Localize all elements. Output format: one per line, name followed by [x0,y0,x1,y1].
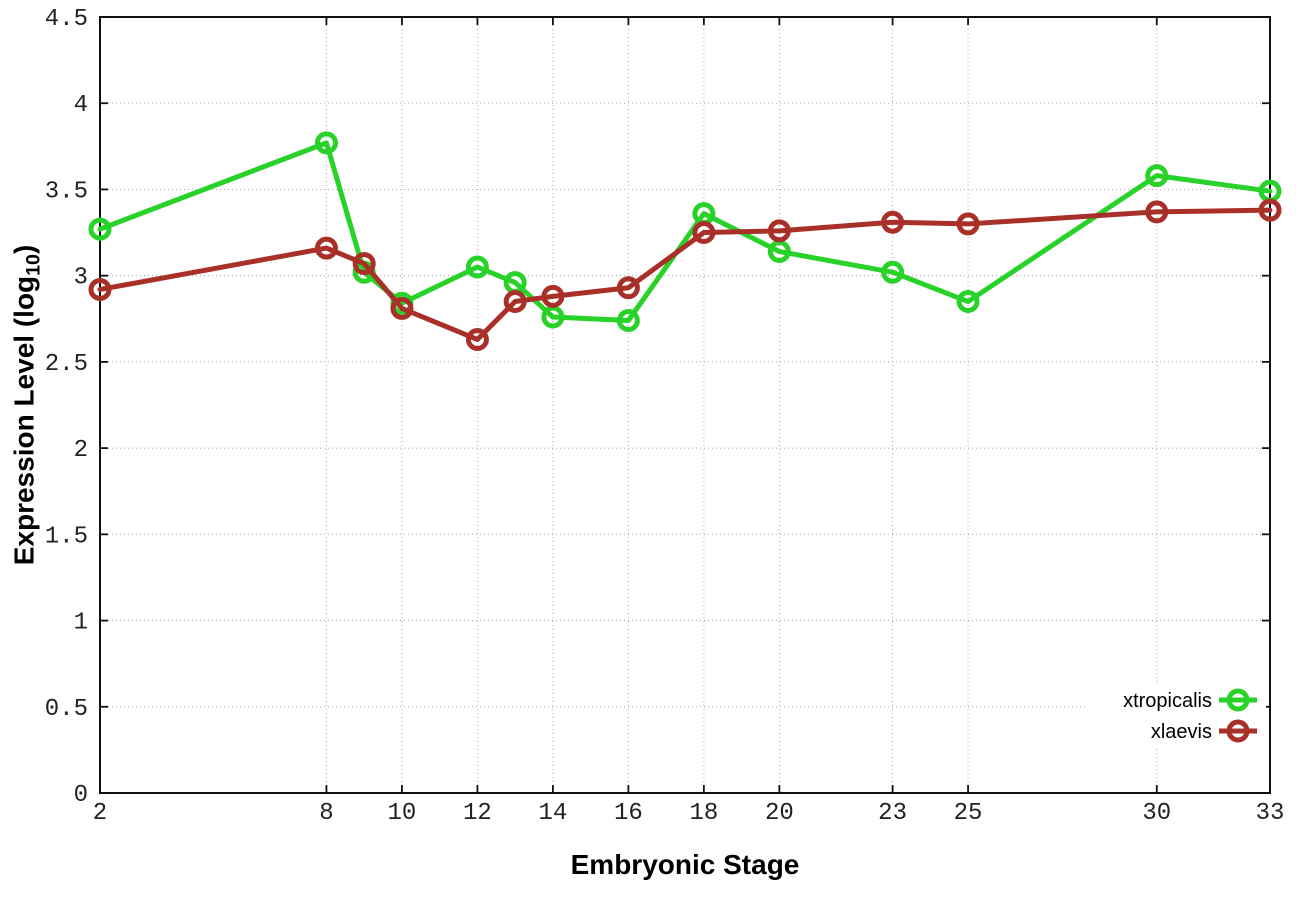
y-tick-label-1: 1 [74,610,88,637]
data-point-xtropicalis-stage-8 [314,131,338,155]
tick-labels: 2 8 10 12 14 16 18 20 23 25 30 33 0 0.5 1 1.5 2 2.5 3 3.5 4 4… [45,6,1285,827]
x-tick-label-2: 2 [93,800,107,827]
x-tick-label-23: 23 [878,800,907,827]
series-xlaevis [88,198,1282,351]
data-point-xtropicalis-stage-30 [1145,164,1169,188]
y-axis-title-main: Expression Level (log [8,275,40,566]
y-tick-label-4: 4 [74,92,88,119]
series-xtropicalis [88,131,1282,333]
data-point-xlaevis-stage-8 [314,236,338,260]
data-point-xlaevis-stage-16 [616,276,640,300]
legend-label-xtropicalis: xtropicalis [1123,690,1212,712]
gridlines [99,16,1271,794]
y-tick-label-1.5: 1.5 [45,523,88,550]
x-axis-title: Embryonic Stage [570,849,800,880]
x-tick-label-10: 10 [388,800,417,827]
y-tick-label-0.5: 0.5 [45,696,88,723]
legend-label-xlaevis: xlaevis [1151,721,1212,743]
data-point-xlaevis-stage-23 [881,210,905,234]
data-point-xlaevis-stage-9 [352,252,376,276]
x-tick-label-12: 12 [463,800,492,827]
x-tick-label-25: 25 [954,800,983,827]
data-point-xlaevis-stage-20 [767,219,791,243]
legend-sample-marker-xtropicalis [1226,688,1250,712]
data-point-xtropicalis-stage-14 [541,305,565,329]
x-tick-label-18: 18 [689,800,718,827]
data-point-xtropicalis-stage-20 [767,240,791,264]
y-tick-label-3.5: 3.5 [45,178,88,205]
data-point-xlaevis-stage-30 [1145,200,1169,224]
data-point-xlaevis-stage-18 [692,221,716,245]
y-tick-label-2: 2 [74,437,88,464]
data-point-xtropicalis-stage-12 [465,255,489,279]
x-tick-label-20: 20 [765,800,794,827]
x-tick-label-16: 16 [614,800,643,827]
data-point-xtropicalis-stage-25 [956,290,980,314]
data-point-xlaevis-stage-10 [390,296,414,320]
data-point-xtropicalis-stage-16 [616,309,640,333]
data-point-xlaevis-stage-2 [88,277,112,301]
legend: xtropicalis xlaevis [1088,682,1266,748]
series-line-xtropicalis [97,140,1273,324]
data-point-xlaevis-stage-13 [503,290,527,314]
y-axis-title-subscript: 10 [22,254,45,276]
x-tick-label-14: 14 [538,800,567,827]
series-line-xlaevis [97,207,1273,342]
data-point-xlaevis-stage-25 [956,212,980,236]
y-tick-label-4.5: 4.5 [45,6,88,33]
y-tick-label-0: 0 [74,782,88,809]
data-point-xtropicalis-stage-23 [881,260,905,284]
y-axis-title-close: ) [8,244,40,255]
x-tick-label-30: 30 [1142,800,1171,827]
y-axis-title: Expression Level (log10) [9,245,46,566]
data-point-xtropicalis-stage-2 [88,217,112,241]
data-point-xlaevis-stage-14 [541,284,565,308]
y-tick-label-3: 3 [74,265,88,292]
plot-border [99,16,1271,794]
x-tick-label-8: 8 [319,800,333,827]
x-tick-label-33: 33 [1256,800,1285,827]
data-point-xlaevis-stage-12 [465,327,489,351]
tick-marks [99,16,1271,794]
y-tick-label-2.5: 2.5 [45,351,88,378]
legend-sample-marker-xlaevis [1226,719,1250,743]
data-point-xlaevis-stage-33 [1258,198,1282,222]
